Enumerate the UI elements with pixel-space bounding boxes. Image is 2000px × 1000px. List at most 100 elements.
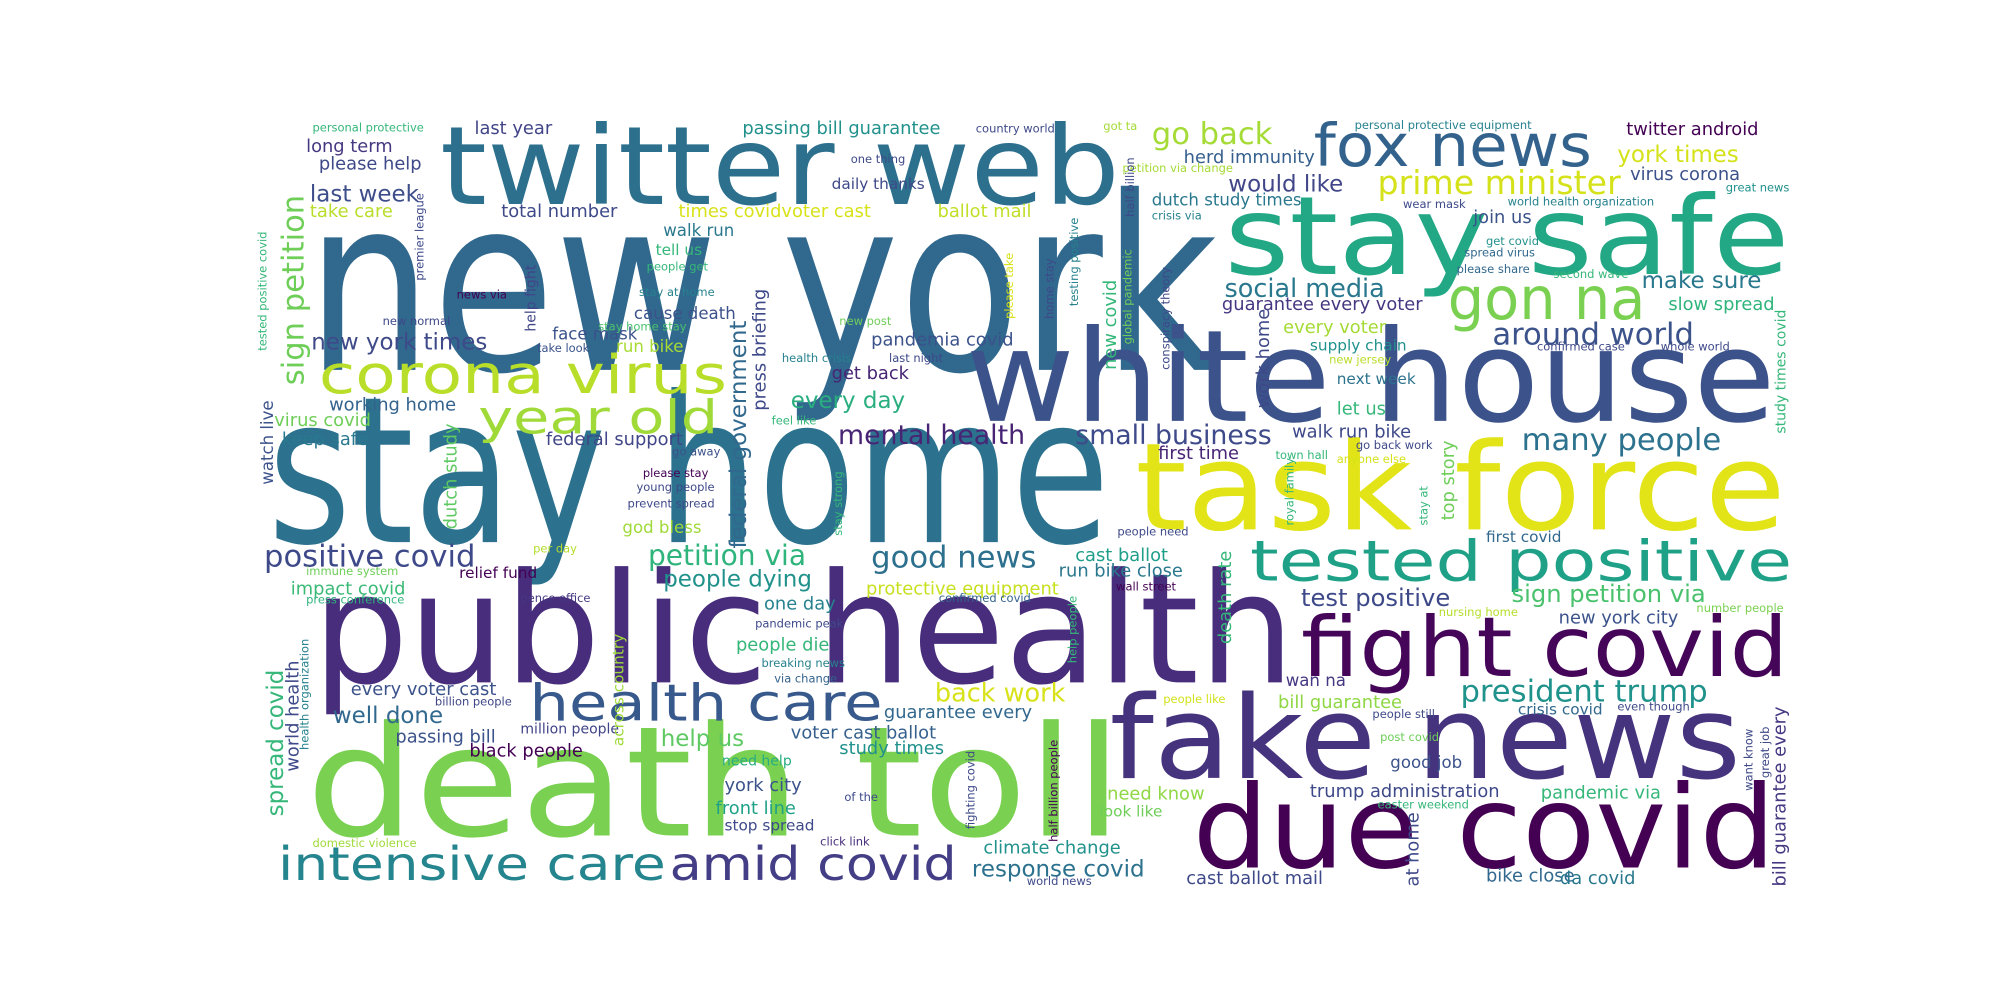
word: need know: [1107, 784, 1204, 805]
word: new york: [306, 146, 1218, 428]
word: top story: [1438, 440, 1459, 520]
word: tell us: [656, 241, 702, 259]
word: herd immunity: [1184, 147, 1316, 168]
word: got ta: [1103, 119, 1137, 133]
word: watch live: [258, 400, 277, 484]
word: cause death: [634, 304, 736, 323]
word: new york city: [1559, 608, 1679, 629]
word: look like: [1099, 802, 1162, 820]
word: test positive: [1301, 584, 1450, 612]
word: twitter android: [1626, 119, 1758, 140]
word: petition via change: [1122, 161, 1233, 175]
word: via change: [774, 671, 837, 685]
word: health organization: [298, 639, 312, 750]
word: amid covid: [670, 837, 957, 891]
word: guarantee every: [884, 702, 1033, 723]
word: wan na: [1286, 671, 1346, 690]
word: news via: [457, 287, 507, 301]
word: global pandemic: [1120, 249, 1134, 344]
word: let us: [1337, 399, 1386, 420]
word: crisis covid: [1518, 700, 1603, 718]
word: corona virus: [319, 343, 727, 406]
word: stop spread: [724, 816, 814, 834]
word: working home: [329, 395, 456, 416]
word: god bless: [622, 518, 701, 537]
word: personal protective: [313, 120, 424, 134]
word: wall street: [1116, 580, 1176, 594]
word: post covid: [1380, 730, 1439, 744]
word: virus corona: [1630, 164, 1740, 185]
word: pandemia covid: [871, 330, 1013, 351]
word: town hall: [1276, 448, 1328, 462]
word: spread virus: [1464, 245, 1535, 259]
word: virus covid: [274, 410, 371, 431]
word: federal support: [546, 429, 683, 450]
word: back work: [935, 679, 1066, 709]
word: around world: [1492, 317, 1694, 352]
word: small business: [1075, 420, 1271, 451]
word: sign petition: [277, 195, 312, 385]
word: voter cast ballot: [791, 723, 936, 744]
word: pandemic via: [1541, 782, 1661, 803]
word: due covid: [1193, 761, 1776, 895]
word: well done: [333, 703, 443, 729]
word: new jersey: [1329, 353, 1391, 367]
word: cast ballot mail: [1186, 868, 1323, 889]
word: every voter cast: [351, 679, 497, 700]
word: positive covid: [264, 539, 475, 574]
word: da covid: [1560, 868, 1636, 889]
word: great job: [1758, 727, 1772, 778]
word: million people: [520, 721, 619, 737]
word: great news: [1726, 180, 1790, 194]
word: get covid: [1486, 234, 1539, 248]
word: royal family: [1282, 458, 1296, 526]
word: study times: [839, 738, 944, 759]
word: spread covid: [263, 670, 289, 817]
word: first time: [1158, 443, 1239, 464]
word: tested positive covid: [256, 232, 270, 351]
word: front line: [716, 798, 796, 819]
word: relief fund: [459, 564, 537, 582]
word: across country: [610, 634, 628, 746]
word: response covid: [972, 856, 1145, 882]
word: face mask: [552, 324, 638, 343]
word: get back: [832, 363, 910, 384]
word: year old: [478, 391, 718, 445]
word: walk run: [663, 221, 734, 240]
word: death rate: [1215, 551, 1236, 644]
word: bill guarantee every: [1770, 706, 1791, 886]
word: fighting covid: [963, 751, 977, 829]
word: please stay: [643, 466, 709, 480]
word: feel like: [772, 414, 817, 428]
word: testing positive: [1067, 218, 1081, 306]
word: good job: [1390, 753, 1462, 772]
word: go back: [1152, 117, 1273, 152]
word: home stay: [1043, 258, 1057, 319]
word: click link: [820, 835, 870, 849]
word: confirmed case: [1537, 340, 1625, 354]
word: stay home stay: [598, 319, 687, 333]
word: anyone else: [1337, 452, 1406, 466]
word: slow spread: [1668, 294, 1774, 315]
word: social media: [1224, 274, 1384, 304]
word: white house: [966, 304, 1776, 452]
word: passing bill guarantee: [742, 118, 940, 139]
word: world health: [282, 660, 303, 771]
word: pandemic peak: [755, 617, 844, 631]
word: world health organization: [1508, 194, 1654, 208]
word: stay home: [268, 354, 1110, 591]
word: work home: [1253, 309, 1274, 408]
word: half billion: [1123, 157, 1137, 216]
word: need help: [722, 753, 792, 769]
word: young people: [636, 480, 714, 494]
word: stay at: [1416, 486, 1430, 526]
word: new york times: [311, 329, 487, 355]
word: last night: [889, 351, 943, 365]
word: go away: [672, 444, 720, 458]
word: public health: [313, 541, 1295, 719]
word: take care: [310, 201, 393, 222]
word: breaking news: [761, 656, 845, 670]
word: run bike close: [1059, 561, 1183, 582]
